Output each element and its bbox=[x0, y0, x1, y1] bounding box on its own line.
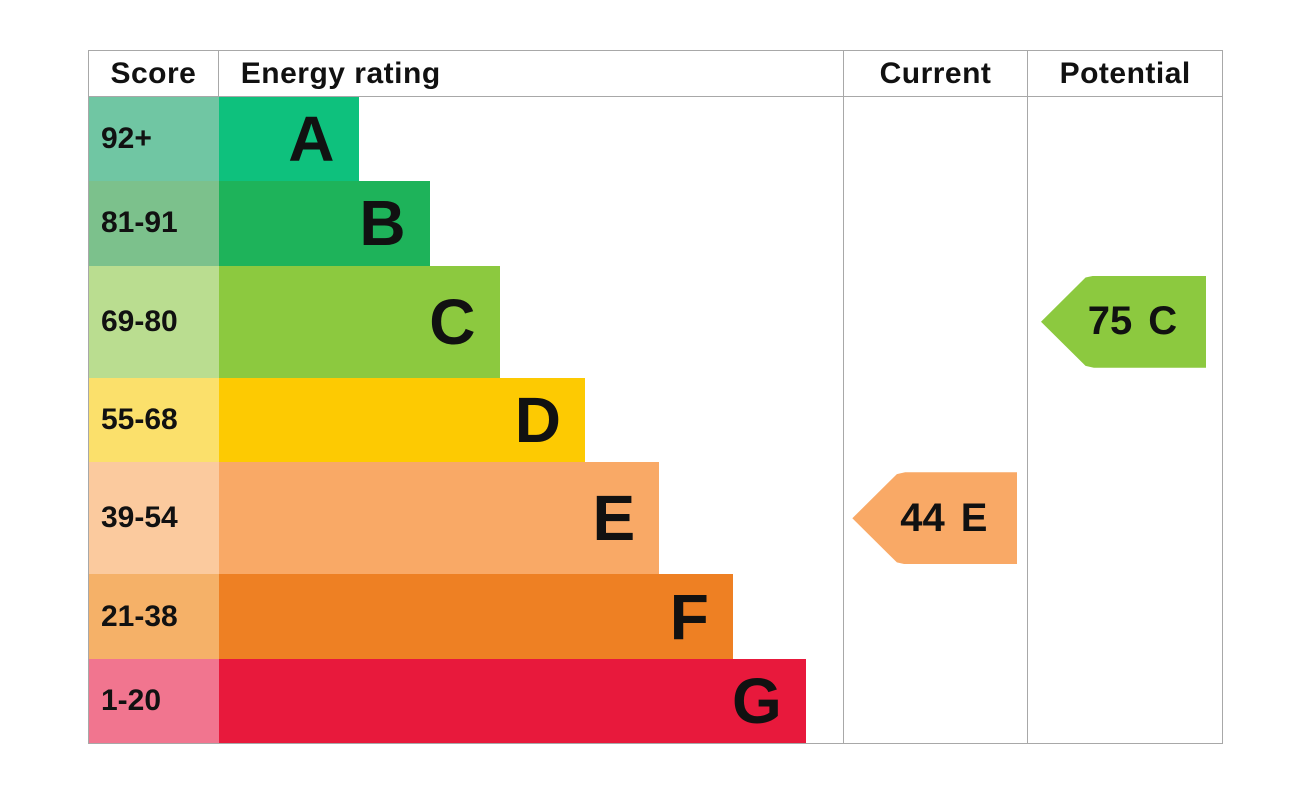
rating-bar-b: B bbox=[218, 181, 430, 266]
score-range-label: 92+ bbox=[89, 97, 219, 182]
arrow-score-value: 44 bbox=[900, 495, 945, 540]
current-rating-arrow: 44 E bbox=[852, 472, 1018, 565]
current-cell bbox=[842, 377, 1028, 463]
arrow-band-letter: C bbox=[1148, 299, 1178, 344]
epc-table: Score Energy rating Current Potential 92… bbox=[88, 50, 1223, 744]
score-range-label: 81-91 bbox=[89, 181, 219, 266]
score-range-label: 21-38 bbox=[89, 574, 219, 659]
score-range-label: 1-20 bbox=[89, 658, 219, 743]
potential-cell: 75 C bbox=[1027, 265, 1222, 378]
potential-cell bbox=[1027, 97, 1222, 182]
score-range-label: 69-80 bbox=[89, 265, 219, 378]
rating-bar-c: C bbox=[218, 265, 500, 378]
potential-cell bbox=[1027, 377, 1222, 463]
rating-bar-g: G bbox=[218, 658, 806, 743]
band-row-g: 1-20 G bbox=[89, 658, 1222, 743]
current-cell: 44 E bbox=[842, 462, 1028, 575]
rating-bar-cell: E bbox=[218, 462, 843, 575]
band-row-d: 55-68 D bbox=[89, 377, 1222, 463]
rating-bar-cell: F bbox=[218, 574, 843, 659]
score-range-label: 39-54 bbox=[89, 462, 219, 575]
arrow-score-value: 75 bbox=[1087, 299, 1133, 344]
potential-cell bbox=[1027, 181, 1222, 266]
rating-bar-cell: G bbox=[218, 658, 843, 743]
rating-bar-cell: A bbox=[218, 97, 843, 182]
score-range-label: 55-68 bbox=[89, 377, 219, 463]
rating-bar-cell: B bbox=[218, 181, 843, 266]
rating-bar-cell: C bbox=[218, 265, 843, 378]
band-row-e: 39-54 E 44 E bbox=[89, 462, 1222, 575]
potential-cell bbox=[1027, 462, 1222, 575]
rating-bar-f: F bbox=[218, 574, 733, 659]
table-header-row: Score Energy rating Current Potential bbox=[89, 51, 1222, 97]
potential-rating-arrow: 75 C bbox=[1041, 275, 1206, 368]
score-column-header: Score bbox=[89, 51, 219, 96]
current-column-header: Current bbox=[842, 51, 1028, 96]
current-cell bbox=[842, 658, 1028, 743]
rating-bar-e: E bbox=[218, 462, 660, 575]
rating-bar-d: D bbox=[218, 377, 585, 463]
current-cell bbox=[842, 574, 1028, 659]
band-row-b: 81-91 B bbox=[89, 181, 1222, 266]
potential-column-header: Potential bbox=[1027, 51, 1222, 96]
energy-rating-column-header: Energy rating bbox=[240, 56, 441, 90]
band-row-f: 21-38 F bbox=[89, 574, 1222, 659]
rating-bar-a: A bbox=[218, 97, 359, 182]
current-cell bbox=[842, 181, 1028, 266]
potential-cell bbox=[1027, 658, 1222, 743]
current-cell bbox=[842, 265, 1028, 378]
rating-bar-cell: D bbox=[218, 377, 843, 463]
band-row-c: 69-80 C 75 C bbox=[89, 265, 1222, 378]
arrow-band-letter: E bbox=[960, 495, 988, 540]
potential-cell bbox=[1027, 574, 1222, 659]
current-cell bbox=[842, 97, 1028, 182]
band-row-a: 92+ A bbox=[89, 97, 1222, 182]
